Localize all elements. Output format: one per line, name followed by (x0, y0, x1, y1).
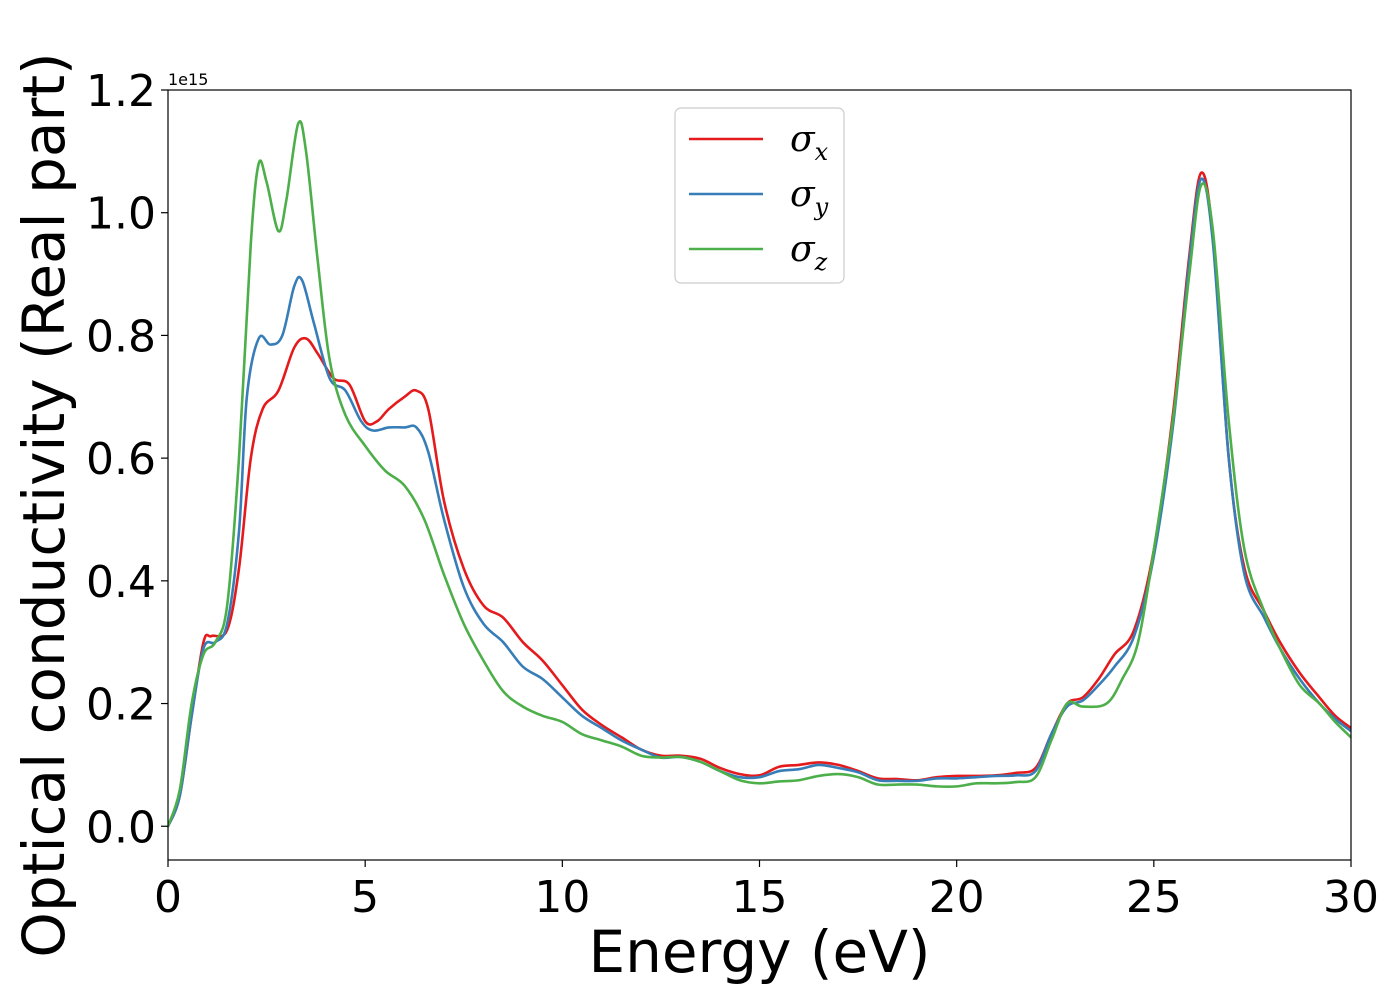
legend-item-y: σy (689, 174, 829, 221)
series-line-z (168, 120, 1351, 828)
x-tick-label: 20 (929, 872, 985, 923)
legend: σx σy σz (674, 107, 845, 284)
x-tick-label: 30 (1323, 872, 1379, 923)
legend-item-x: σx (689, 119, 829, 166)
y-tick-label: 0.0 (86, 802, 156, 853)
x-tick-label: 15 (732, 872, 788, 923)
legend-label: σx (790, 119, 829, 166)
x-axis-title: Energy (eV) (588, 918, 930, 986)
x-tick-label: 10 (534, 872, 590, 923)
ticks-layer: 0 5 10 15 20 25 30 0.0 0.2 0.4 0.6 0.8 1.0 1.2 (86, 66, 1379, 923)
x-tick-label: 25 (1126, 872, 1182, 923)
legend-item-z: σz (689, 229, 828, 276)
legend-label: σz (790, 229, 828, 276)
y-tick-label: 0.8 (86, 311, 156, 362)
y-tick-label: 0.2 (86, 680, 156, 731)
y-tick-label: 0.6 (86, 434, 156, 485)
y-tick-label: 1.0 (86, 189, 156, 240)
y-offset-label: 1e15 (168, 70, 208, 89)
y-tick-label: 1.2 (86, 66, 156, 117)
x-tick-label: 0 (154, 872, 182, 923)
legend-label: σy (790, 174, 829, 221)
legend-box (674, 107, 845, 284)
series-layer (168, 120, 1351, 828)
y-axis-title: Optical conductivity (Real part) (10, 52, 78, 957)
y-tick-label: 0.4 (86, 557, 156, 608)
x-tick-label: 5 (351, 872, 379, 923)
